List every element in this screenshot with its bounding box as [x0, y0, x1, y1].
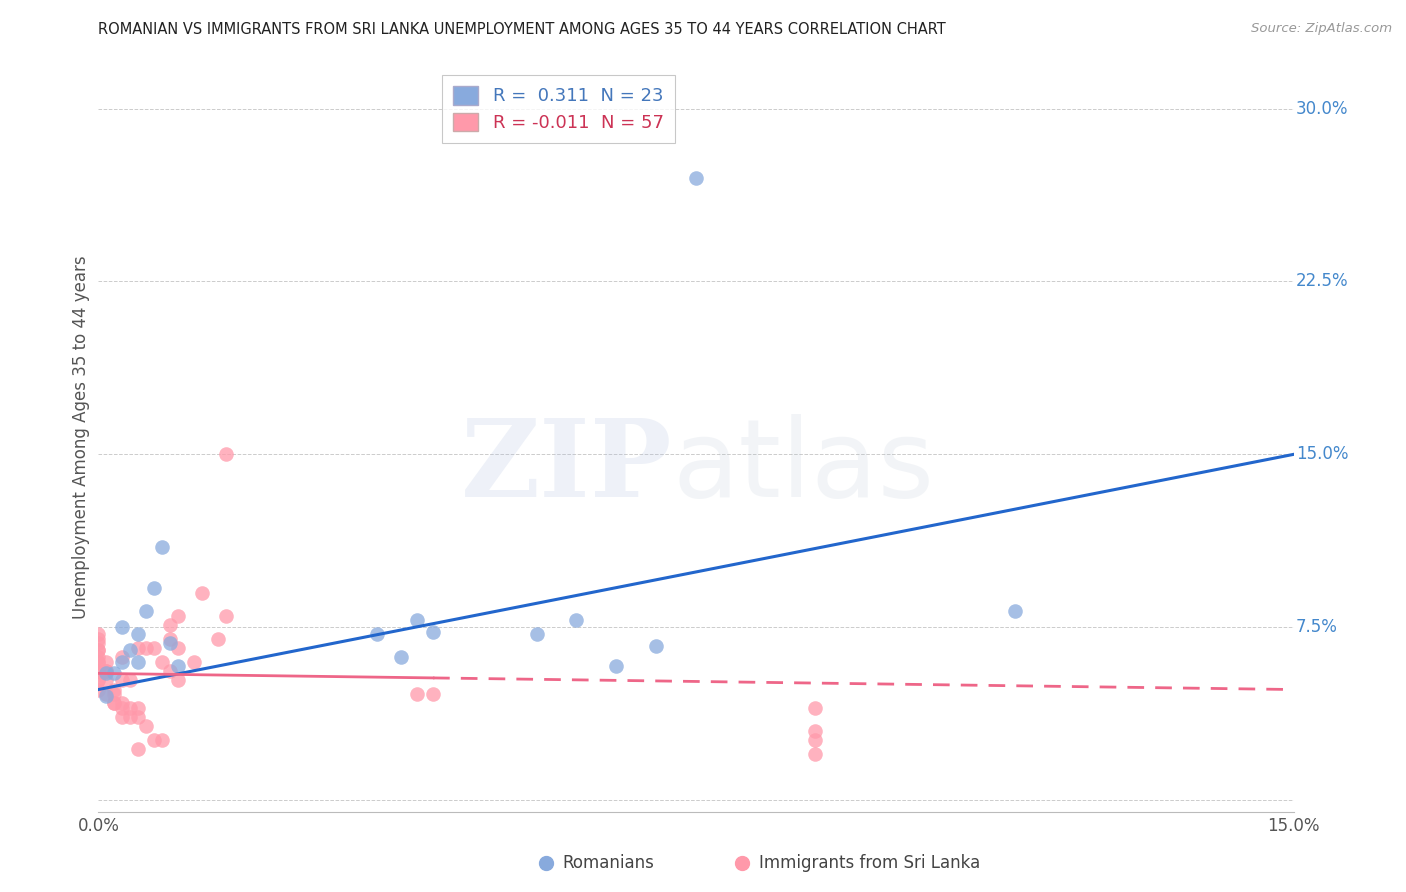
Point — [645, 639, 668, 653]
Text: ZIP: ZIP — [461, 414, 672, 520]
Point — [135, 719, 157, 733]
Point — [127, 710, 149, 724]
Y-axis label: Unemployment Among Ages 35 to 44 years: Unemployment Among Ages 35 to 44 years — [72, 255, 90, 619]
Point — [87, 664, 110, 678]
Point — [120, 701, 142, 715]
Point — [96, 664, 118, 678]
Point — [167, 659, 190, 673]
Point — [96, 655, 118, 669]
Point — [215, 608, 238, 623]
Point — [127, 742, 149, 756]
Point — [150, 540, 173, 554]
Text: ROMANIAN VS IMMIGRANTS FROM SRI LANKA UNEMPLOYMENT AMONG AGES 35 TO 44 YEARS COR: ROMANIAN VS IMMIGRANTS FROM SRI LANKA UN… — [98, 22, 946, 37]
Point — [96, 687, 118, 701]
Legend: R =  0.311  N = 23, R = -0.011  N = 57: R = 0.311 N = 23, R = -0.011 N = 57 — [443, 75, 675, 143]
Point — [87, 673, 110, 688]
Text: 15.0%: 15.0% — [1296, 445, 1348, 463]
Point — [389, 650, 412, 665]
Point — [685, 170, 707, 185]
Point — [111, 650, 134, 665]
Point — [150, 733, 173, 747]
Text: 30.0%: 30.0% — [1296, 100, 1348, 118]
Point — [159, 636, 181, 650]
Text: 22.5%: 22.5% — [1296, 272, 1348, 291]
Point — [135, 640, 157, 655]
Point — [120, 710, 142, 724]
Point — [804, 733, 827, 747]
Point — [406, 687, 429, 701]
Point — [87, 627, 110, 641]
Point — [127, 655, 149, 669]
Point — [103, 697, 125, 711]
Point — [103, 697, 125, 711]
Point — [159, 632, 181, 646]
Text: atlas: atlas — [672, 414, 934, 520]
Point — [103, 687, 125, 701]
Text: 7.5%: 7.5% — [1296, 618, 1337, 636]
Point — [804, 747, 827, 761]
Point — [150, 655, 173, 669]
Point — [96, 690, 118, 704]
Point — [366, 627, 388, 641]
Point — [804, 724, 827, 739]
Point — [565, 613, 588, 627]
Point — [111, 701, 134, 715]
Point — [87, 664, 110, 678]
Point — [422, 624, 444, 639]
Point — [87, 636, 110, 650]
Point — [143, 640, 166, 655]
Point — [159, 664, 181, 678]
Point — [207, 632, 229, 646]
Point — [111, 655, 134, 669]
Point — [87, 643, 110, 657]
Point — [804, 701, 827, 715]
Point — [87, 682, 110, 697]
Point — [127, 627, 149, 641]
Point — [96, 666, 118, 681]
Point — [215, 447, 238, 461]
Point — [167, 608, 190, 623]
Point — [111, 620, 134, 634]
Point — [127, 701, 149, 715]
Point — [135, 604, 157, 618]
Point — [406, 613, 429, 627]
Text: Source: ZipAtlas.com: Source: ZipAtlas.com — [1251, 22, 1392, 36]
Point — [605, 659, 627, 673]
Point — [87, 632, 110, 646]
Point — [159, 618, 181, 632]
Point — [87, 673, 110, 688]
Point — [143, 581, 166, 595]
Text: Romanians: Romanians — [562, 854, 654, 872]
Point — [120, 673, 142, 688]
Point — [96, 673, 118, 688]
Point — [191, 585, 214, 599]
Point — [120, 643, 142, 657]
Point — [167, 673, 190, 688]
Point — [167, 640, 190, 655]
Point — [87, 650, 110, 665]
Point — [183, 655, 205, 669]
Point — [143, 733, 166, 747]
Point — [1004, 604, 1026, 618]
Point — [103, 682, 125, 697]
Point — [111, 710, 134, 724]
Point — [96, 664, 118, 678]
Point — [526, 627, 548, 641]
Point — [87, 655, 110, 669]
Text: Immigrants from Sri Lanka: Immigrants from Sri Lanka — [759, 854, 980, 872]
Point — [111, 673, 134, 688]
Point — [87, 643, 110, 657]
Point — [103, 666, 125, 681]
Point — [111, 697, 134, 711]
Point — [87, 655, 110, 669]
Point — [422, 687, 444, 701]
Point — [127, 640, 149, 655]
